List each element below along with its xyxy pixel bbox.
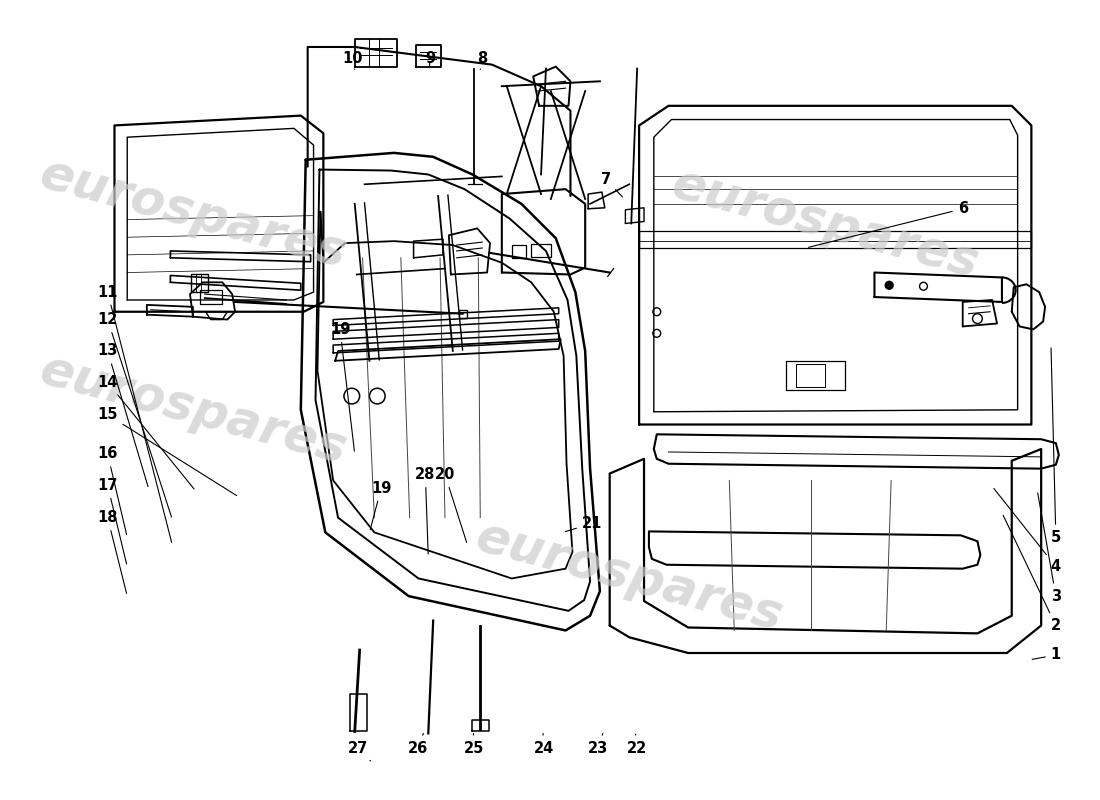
Text: 13: 13 bbox=[98, 343, 148, 486]
Text: 15: 15 bbox=[98, 407, 236, 496]
Text: 28: 28 bbox=[415, 467, 436, 554]
Text: 11: 11 bbox=[98, 285, 172, 542]
Text: 18: 18 bbox=[98, 510, 126, 594]
Text: 2: 2 bbox=[1003, 515, 1060, 633]
Text: 3: 3 bbox=[1037, 493, 1060, 604]
Text: 1: 1 bbox=[1032, 647, 1062, 662]
Text: eurospares: eurospares bbox=[471, 513, 788, 641]
Text: 17: 17 bbox=[98, 478, 126, 564]
Text: 25: 25 bbox=[464, 734, 485, 756]
Text: 6: 6 bbox=[808, 202, 968, 247]
Text: 24: 24 bbox=[534, 734, 554, 756]
Text: 9: 9 bbox=[426, 51, 436, 66]
Text: 26: 26 bbox=[408, 734, 429, 756]
Text: 12: 12 bbox=[98, 312, 172, 517]
Text: 20: 20 bbox=[434, 467, 466, 542]
Text: 19: 19 bbox=[330, 322, 354, 451]
Text: 21: 21 bbox=[565, 516, 602, 531]
Text: eurospares: eurospares bbox=[34, 150, 352, 278]
Text: 14: 14 bbox=[98, 375, 194, 489]
Text: 19: 19 bbox=[371, 481, 392, 530]
Text: 22: 22 bbox=[627, 734, 647, 756]
Text: 8: 8 bbox=[477, 51, 487, 70]
Text: eurospares: eurospares bbox=[34, 346, 352, 474]
Text: 27: 27 bbox=[348, 741, 371, 761]
Text: 23: 23 bbox=[587, 734, 608, 756]
Text: 4: 4 bbox=[994, 489, 1060, 574]
Text: 16: 16 bbox=[98, 446, 126, 534]
Circle shape bbox=[886, 282, 893, 289]
Text: eurospares: eurospares bbox=[667, 159, 984, 287]
Text: 10: 10 bbox=[342, 51, 363, 70]
Text: 5: 5 bbox=[1050, 348, 1062, 545]
Text: 7: 7 bbox=[601, 172, 623, 197]
